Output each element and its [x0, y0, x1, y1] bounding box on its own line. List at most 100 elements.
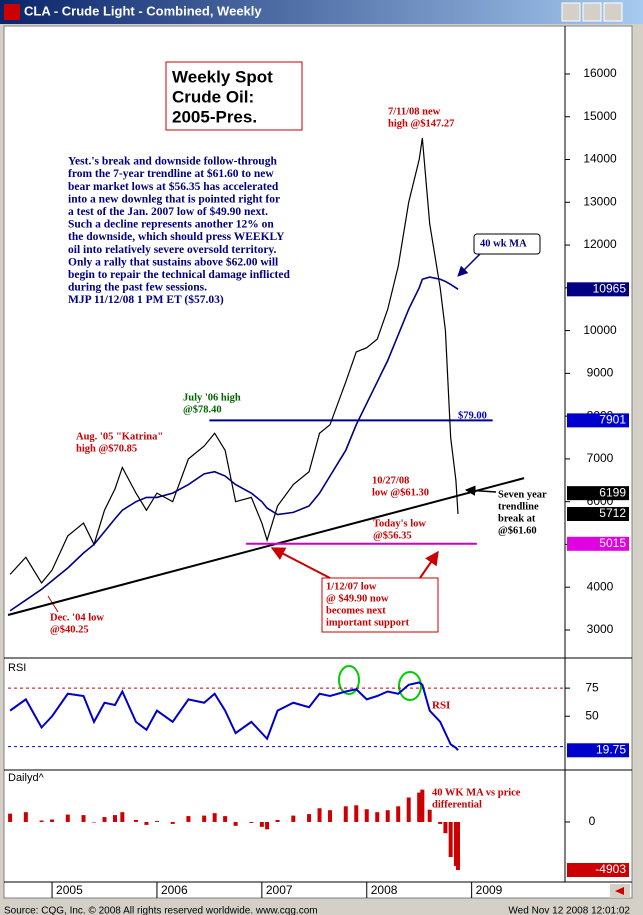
app-icon [4, 4, 20, 20]
bar [186, 816, 191, 822]
annotation: @$56.35 [373, 530, 412, 541]
highlight [338, 665, 360, 695]
chart-title: 2005-Pres. [172, 107, 257, 126]
annotation: 1/12/07 low [326, 581, 377, 592]
annotation: @$78.40 [183, 404, 222, 415]
annotation: RSI [432, 700, 450, 712]
ma-line [9, 276, 459, 612]
title-bar [0, 0, 643, 24]
bar [259, 821, 264, 827]
commentary: during the past few sessions. [68, 282, 207, 294]
bar [102, 817, 107, 822]
annotation: break at [498, 513, 536, 524]
annotation: differential [432, 799, 482, 810]
x-tick-label: 2009 [476, 883, 503, 897]
annotation: July '06 high [183, 392, 241, 403]
arrow [270, 547, 331, 579]
panel-label: RSI [8, 662, 26, 674]
bar [417, 792, 422, 822]
scroll-arrow [615, 887, 624, 895]
commentary: a test of the Jan. 2007 low of $49.90 ne… [68, 205, 268, 218]
maximize-button[interactable] [582, 2, 602, 22]
annotation: @$61.60 [498, 525, 537, 536]
annotation: high @$70.85 [76, 443, 137, 454]
arrow [457, 253, 481, 277]
value-box [567, 536, 629, 551]
bar [202, 815, 207, 822]
value-box-label: 6199 [599, 485, 626, 499]
annotation: high @$147.27 [388, 118, 454, 129]
bar [453, 821, 458, 867]
bar [154, 820, 159, 822]
bar [427, 809, 432, 822]
window-title: CLA - Crude Light - Combined, Weekly [24, 3, 262, 18]
bar [317, 808, 322, 822]
y-tick-label: 3000 [587, 622, 614, 636]
bar [223, 816, 228, 822]
rsi-line [9, 681, 459, 751]
close-button[interactable] [603, 2, 623, 22]
annotation: Today's low [373, 518, 426, 529]
y-tick-label: 13000 [583, 194, 617, 208]
footer-source: Source: CQG, Inc. © 2008 All rights rese… [4, 906, 318, 915]
chart-title: Crude Oil: [172, 87, 254, 106]
bar [92, 821, 97, 823]
status-bar [0, 900, 643, 915]
chart-area [3, 25, 633, 899]
bar [170, 821, 175, 824]
bar [385, 810, 390, 822]
y-tick-label: 14000 [583, 152, 617, 166]
bar [65, 814, 70, 822]
bar [406, 797, 411, 822]
annotation: 40 wk MA [480, 238, 527, 249]
title-box [165, 61, 303, 131]
x-tick-label: 2008 [371, 883, 398, 897]
commentary: Such a decline represents another 12% on [68, 219, 274, 231]
annotation: becomes next [326, 605, 386, 616]
value-box [567, 506, 629, 521]
bar [354, 805, 359, 822]
bar [8, 813, 13, 822]
value-box-label: 10965 [593, 281, 627, 295]
bar [275, 820, 280, 822]
bar [212, 813, 217, 822]
bar [133, 820, 138, 822]
y-tick-label: 16000 [583, 66, 617, 80]
commentary: from the 7-year trendline at $61.60 to n… [68, 167, 274, 180]
annotation: low @$61.30 [372, 487, 429, 498]
commentary: into a new downleg that is pointed right… [68, 193, 280, 205]
value-box [567, 282, 629, 297]
value-box-label: 5015 [599, 536, 626, 550]
commentary: oil into relatively severe oversold terr… [68, 244, 277, 256]
y-tick-label: 12000 [583, 237, 617, 251]
panel-label: Dailyd^ [8, 772, 45, 784]
price-line [9, 138, 459, 584]
bar [448, 821, 453, 858]
bar [364, 809, 369, 822]
commentary: the downside, which should press WEEKLY [68, 231, 285, 243]
annotation: $79.00 [458, 410, 487, 421]
chart-title: Weekly Spot [172, 67, 273, 86]
highlight [398, 671, 422, 701]
bar [375, 812, 380, 822]
bar [265, 821, 270, 830]
x-tick-label: 2005 [56, 883, 83, 897]
bar [291, 815, 296, 822]
bar [307, 814, 312, 822]
bar [233, 821, 238, 826]
value-box [567, 486, 629, 501]
trendline [7, 477, 525, 616]
bar [328, 810, 333, 822]
annotation: Aug. '05 "Katrina" [76, 431, 163, 442]
value-box [567, 862, 629, 877]
arrow [419, 550, 439, 579]
annotation: Seven year [498, 489, 547, 500]
minimize-button[interactable] [561, 2, 581, 22]
x-tick-label: 2006 [161, 883, 188, 897]
annotation: trendline [498, 501, 539, 512]
annotation: important support [326, 617, 410, 628]
bar [144, 821, 149, 825]
y-tick-label: 4000 [587, 579, 614, 593]
annotation: 40 WK MA vs price [432, 787, 521, 798]
